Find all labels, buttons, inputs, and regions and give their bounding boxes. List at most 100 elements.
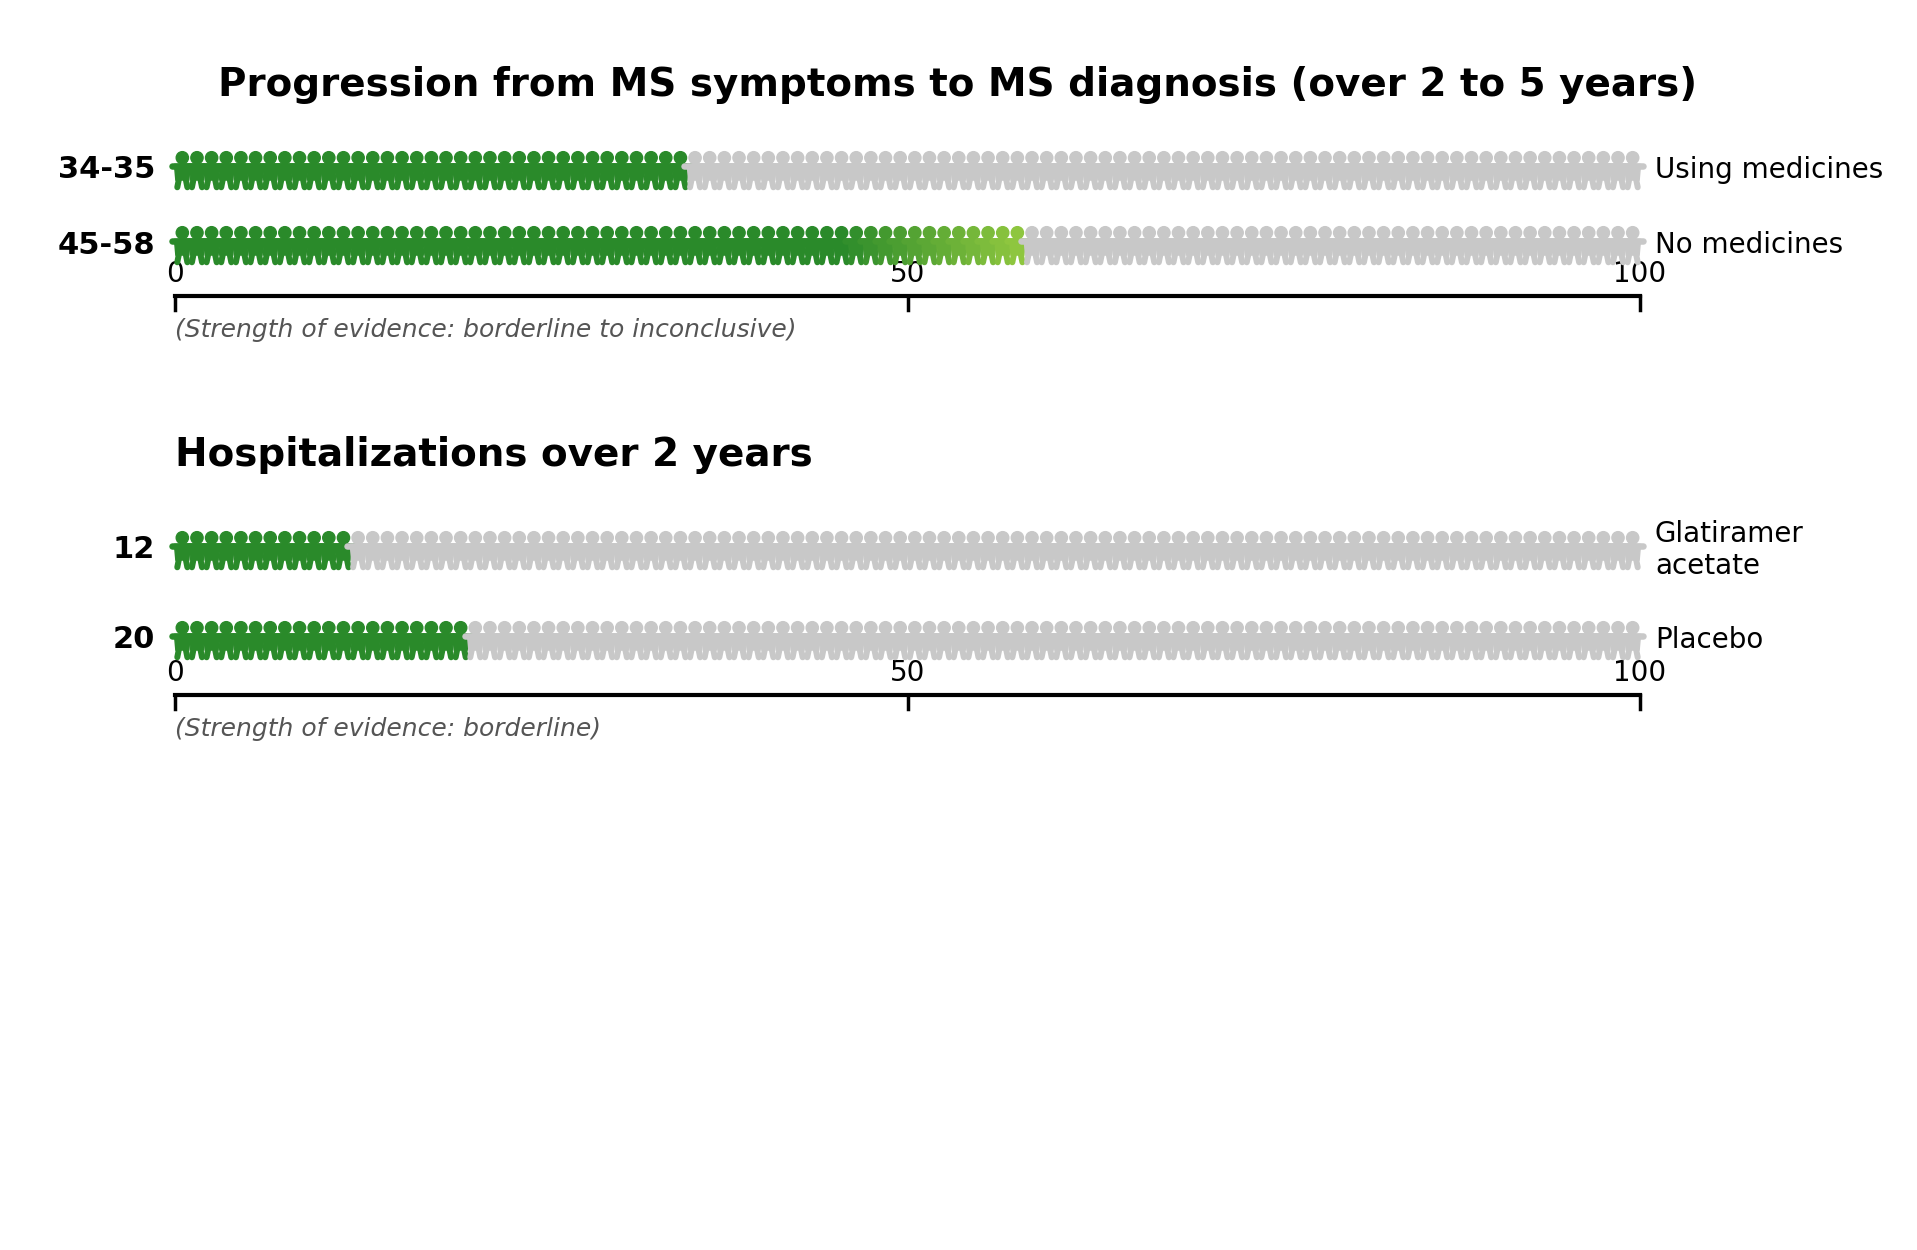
- Circle shape: [176, 151, 188, 164]
- Polygon shape: [1112, 239, 1127, 255]
- Circle shape: [381, 531, 393, 544]
- Circle shape: [1098, 621, 1112, 634]
- Circle shape: [1465, 621, 1478, 634]
- Polygon shape: [819, 164, 834, 180]
- Circle shape: [1378, 621, 1390, 634]
- Circle shape: [527, 226, 541, 239]
- Circle shape: [1173, 226, 1185, 239]
- Polygon shape: [174, 164, 190, 180]
- Polygon shape: [1054, 239, 1070, 255]
- Polygon shape: [1507, 239, 1524, 255]
- Polygon shape: [1610, 164, 1626, 180]
- Polygon shape: [761, 239, 776, 255]
- Circle shape: [439, 226, 452, 239]
- Polygon shape: [1244, 164, 1259, 180]
- Circle shape: [968, 621, 980, 634]
- Circle shape: [997, 151, 1008, 164]
- Polygon shape: [891, 634, 909, 650]
- Polygon shape: [556, 544, 571, 560]
- Polygon shape: [1010, 544, 1026, 560]
- Circle shape: [1290, 621, 1302, 634]
- Circle shape: [1524, 151, 1536, 164]
- Circle shape: [293, 226, 305, 239]
- Circle shape: [719, 226, 730, 239]
- Circle shape: [1173, 151, 1185, 164]
- Polygon shape: [1156, 634, 1171, 650]
- Circle shape: [1436, 226, 1449, 239]
- Polygon shape: [234, 634, 249, 650]
- Polygon shape: [1626, 164, 1641, 180]
- Circle shape: [865, 621, 876, 634]
- Polygon shape: [761, 634, 776, 650]
- Circle shape: [1246, 531, 1258, 544]
- Polygon shape: [247, 164, 263, 180]
- Circle shape: [615, 226, 629, 239]
- Polygon shape: [497, 239, 512, 255]
- Polygon shape: [481, 634, 498, 650]
- Circle shape: [1553, 151, 1566, 164]
- Polygon shape: [1610, 239, 1626, 255]
- Circle shape: [381, 151, 393, 164]
- Polygon shape: [1083, 164, 1098, 180]
- Polygon shape: [717, 544, 732, 560]
- Polygon shape: [1478, 164, 1493, 180]
- Polygon shape: [951, 239, 966, 255]
- Polygon shape: [174, 544, 190, 560]
- Polygon shape: [408, 634, 426, 650]
- Circle shape: [644, 621, 658, 634]
- Polygon shape: [1258, 164, 1275, 180]
- Circle shape: [763, 531, 774, 544]
- Circle shape: [953, 621, 964, 634]
- Polygon shape: [1097, 544, 1114, 560]
- Circle shape: [659, 621, 671, 634]
- Polygon shape: [878, 634, 893, 650]
- Text: (Strength of evidence: borderline to inconclusive): (Strength of evidence: borderline to inc…: [174, 318, 796, 342]
- Circle shape: [1231, 226, 1244, 239]
- Polygon shape: [1127, 239, 1143, 255]
- Polygon shape: [1346, 164, 1363, 180]
- Circle shape: [587, 621, 598, 634]
- Polygon shape: [424, 544, 439, 560]
- Polygon shape: [629, 164, 644, 180]
- Circle shape: [1583, 151, 1595, 164]
- Text: Glatiramer
acetate: Glatiramer acetate: [1654, 520, 1804, 580]
- Polygon shape: [1229, 634, 1244, 650]
- Circle shape: [337, 151, 349, 164]
- Circle shape: [410, 151, 424, 164]
- Circle shape: [587, 226, 598, 239]
- Circle shape: [807, 621, 819, 634]
- Circle shape: [675, 621, 686, 634]
- Polygon shape: [1361, 239, 1376, 255]
- Polygon shape: [541, 164, 556, 180]
- Circle shape: [807, 226, 819, 239]
- Polygon shape: [849, 239, 865, 255]
- Polygon shape: [966, 634, 982, 650]
- Circle shape: [820, 531, 834, 544]
- Polygon shape: [1068, 239, 1083, 255]
- Circle shape: [1363, 226, 1374, 239]
- Circle shape: [1054, 531, 1068, 544]
- Circle shape: [1524, 531, 1536, 544]
- Circle shape: [309, 621, 320, 634]
- Polygon shape: [247, 239, 263, 255]
- Circle shape: [719, 621, 730, 634]
- Polygon shape: [980, 239, 997, 255]
- Circle shape: [1465, 151, 1478, 164]
- Polygon shape: [190, 164, 205, 180]
- Circle shape: [924, 151, 935, 164]
- Circle shape: [1085, 531, 1097, 544]
- Circle shape: [337, 531, 349, 544]
- Circle shape: [1420, 151, 1434, 164]
- Circle shape: [353, 531, 364, 544]
- Polygon shape: [644, 239, 659, 255]
- Text: 100: 100: [1614, 260, 1666, 288]
- Polygon shape: [569, 634, 587, 650]
- Polygon shape: [819, 544, 834, 560]
- Polygon shape: [1229, 239, 1244, 255]
- Circle shape: [704, 531, 715, 544]
- Polygon shape: [556, 239, 571, 255]
- Polygon shape: [907, 164, 922, 180]
- Circle shape: [675, 151, 686, 164]
- Circle shape: [1114, 531, 1125, 544]
- Circle shape: [893, 621, 907, 634]
